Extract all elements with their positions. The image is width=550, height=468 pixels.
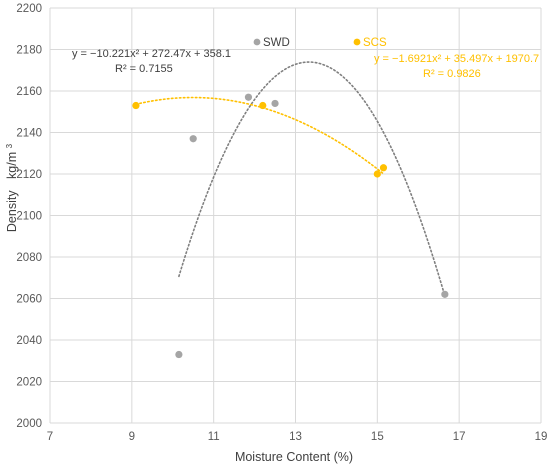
- x-tick-label: 13: [289, 431, 302, 443]
- y-tick-label: 2120: [16, 169, 42, 181]
- legend-marker-scs: [353, 38, 361, 46]
- swd-data-point: [189, 135, 197, 143]
- y-axis-title-unit-sup: 3: [5, 143, 14, 148]
- y-tick-label: 2060: [16, 294, 42, 306]
- data-points: [132, 93, 449, 359]
- scs-equation: y = −1.6921x² + 35.497x + 1970.7: [374, 53, 539, 65]
- legend-marker-swd: [253, 38, 261, 46]
- swd-data-point: [441, 290, 449, 298]
- y-tick-label: 2200: [16, 3, 42, 15]
- legend-label-swd: SWD: [263, 37, 290, 49]
- tick-labels: 2000 2020 2040 2060 2080 2100 2120 2140 2160 2180…: [16, 3, 547, 443]
- x-tick-label: 11: [208, 431, 220, 443]
- x-tick-label: 15: [371, 431, 384, 443]
- scs-data-point: [259, 101, 267, 110]
- swd-data-point: [244, 93, 253, 101]
- x-tick-label: 19: [535, 431, 548, 443]
- x-tick-label: 17: [453, 431, 466, 443]
- y-tick-label: 2080: [16, 252, 42, 264]
- swd-r-squared: R² = 0.7155: [115, 63, 173, 75]
- x-tick-label: 7: [47, 431, 53, 443]
- y-tick-label: 2040: [16, 335, 42, 347]
- legend-label-scs: SCS: [363, 37, 387, 49]
- swd-data-point: [271, 99, 279, 108]
- swd-trendline: [178, 61, 446, 297]
- swd-equation: y = −10.221x² + 272.47x + 358.1: [72, 48, 231, 60]
- y-axis-title: Density kg/m 3: [5, 143, 19, 232]
- x-axis-title: Moisture Content (%): [235, 450, 353, 464]
- gridlines: [49, 7, 542, 424]
- scs-trendline: [135, 96, 385, 175]
- y-tick-label: 2020: [16, 377, 42, 389]
- y-tick-label: 2100: [16, 211, 42, 223]
- scs-r-squared: R² = 0.9826: [423, 68, 481, 80]
- y-axis-title-main: Density: [5, 190, 19, 232]
- y-tick-label: 2140: [16, 128, 42, 140]
- y-tick-label: 2000: [16, 418, 42, 430]
- y-axis-title-unit: kg/m: [5, 152, 19, 179]
- x-tick-label: 9: [129, 431, 135, 443]
- y-tick-label: 2160: [16, 86, 42, 98]
- trendlines: [135, 61, 446, 297]
- scs-data-point: [379, 164, 388, 172]
- swd-data-point: [175, 350, 183, 359]
- scs-data-point: [373, 170, 381, 178]
- y-tick-label: 2180: [16, 45, 42, 57]
- scs-data-point: [132, 101, 140, 110]
